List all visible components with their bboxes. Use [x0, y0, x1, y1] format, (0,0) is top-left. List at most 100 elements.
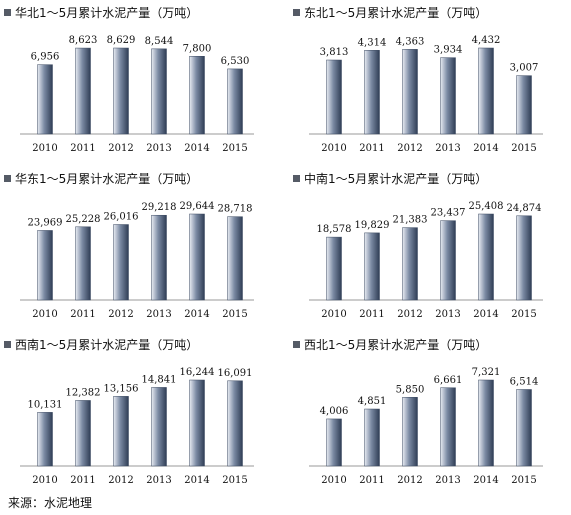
- value-label: 8,544: [145, 36, 174, 47]
- x-tick-label: 2011: [70, 475, 95, 486]
- bar-2011: [75, 226, 91, 301]
- value-label: 6,530: [221, 56, 250, 67]
- value-label: 23,969: [28, 217, 63, 228]
- value-label: 14,841: [142, 374, 177, 385]
- chart-panel-xinan: 西南1～5月累计水泥产量（万吨） 10,131 2010 12,382 2011 13,…: [0, 332, 280, 492]
- bar-2012: [113, 47, 129, 135]
- bar-2010: [37, 412, 53, 467]
- title-bullet-icon: [4, 9, 11, 16]
- bar-2011: [75, 400, 91, 467]
- x-tick-label: 2015: [222, 475, 247, 486]
- x-tick-label: 2012: [108, 309, 133, 320]
- value-label: 16,091: [218, 368, 253, 379]
- x-tick-label: 2010: [32, 475, 57, 486]
- bar-2010: [326, 236, 342, 301]
- x-tick-label: 2012: [397, 309, 422, 320]
- value-label: 19,829: [355, 220, 390, 231]
- x-tick-label: 2011: [70, 309, 95, 320]
- x-tick-label: 2013: [435, 475, 460, 486]
- bar-chart-xibei: 4,006 2010 4,851 2011 5,850 2012 6,661 2013 7,32…: [309, 367, 543, 486]
- x-tick-label: 2013: [146, 143, 171, 154]
- value-label: 6,514: [510, 376, 539, 387]
- value-label: 4,851: [358, 396, 387, 407]
- x-tick-label: 2012: [397, 475, 422, 486]
- value-label: 28,718: [218, 204, 253, 215]
- value-label: 7,800: [183, 43, 212, 54]
- value-label: 12,382: [66, 387, 101, 398]
- x-tick-label: 2014: [184, 143, 209, 154]
- bar-2010: [326, 59, 342, 135]
- bar-2014: [478, 47, 494, 135]
- value-label: 6,661: [434, 375, 463, 386]
- value-label: 5,850: [396, 384, 425, 395]
- bar-2013: [440, 57, 456, 135]
- bar-2014: [478, 213, 494, 301]
- value-label: 8,629: [107, 35, 136, 46]
- bar-2010: [37, 230, 53, 301]
- value-label: 6,956: [31, 52, 60, 63]
- x-tick-label: 2014: [473, 309, 498, 320]
- bar-2015: [516, 389, 532, 467]
- x-tick-label: 2012: [397, 143, 422, 154]
- bar-2014: [189, 379, 205, 467]
- bar-2013: [440, 220, 456, 301]
- x-tick-label: 2010: [32, 309, 57, 320]
- x-tick-label: 2013: [435, 143, 460, 154]
- title-bullet-icon: [4, 341, 11, 348]
- bar-2012: [113, 224, 129, 301]
- value-label: 29,218: [142, 202, 177, 213]
- x-tick-label: 2015: [511, 143, 536, 154]
- value-label: 3,813: [320, 47, 349, 58]
- bar-2013: [151, 387, 167, 467]
- value-label: 3,934: [434, 45, 463, 56]
- x-tick-label: 2012: [108, 143, 133, 154]
- chart-title-xibei: 西北1～5月累计水泥产量（万吨）: [293, 336, 487, 353]
- bar-2012: [113, 396, 129, 467]
- bar-2012: [402, 227, 418, 301]
- bar-2014: [189, 56, 205, 135]
- value-label: 4,432: [472, 35, 501, 46]
- bar-2011: [364, 50, 380, 135]
- bar-chart-huadong: 23,969 2010 25,228 2011 26,016 2012 29,218 2013…: [20, 201, 254, 320]
- bar-2012: [402, 397, 418, 467]
- value-label: 4,314: [358, 37, 387, 48]
- bar-2010: [326, 418, 342, 467]
- chart-title-dongbei: 东北1～5月累计水泥产量（万吨）: [293, 4, 487, 21]
- value-label: 10,131: [28, 399, 63, 410]
- x-tick-label: 2010: [321, 143, 346, 154]
- chart-title-huabei: 华北1～5月累计水泥产量（万吨）: [4, 4, 198, 21]
- value-label: 21,383: [393, 215, 428, 226]
- x-tick-label: 2013: [146, 475, 171, 486]
- x-tick-label: 2010: [32, 143, 57, 154]
- bar-2015: [516, 215, 532, 301]
- x-tick-label: 2015: [222, 143, 247, 154]
- x-tick-label: 2011: [359, 475, 384, 486]
- value-label: 24,874: [507, 203, 542, 214]
- title-bullet-icon: [293, 175, 300, 182]
- x-tick-label: 2010: [321, 309, 346, 320]
- x-tick-label: 2012: [108, 475, 133, 486]
- chart-title-xinan: 西南1～5月累计水泥产量（万吨）: [4, 336, 198, 353]
- source-note: 来源：水泥地理: [8, 496, 93, 510]
- x-tick-label: 2011: [359, 143, 384, 154]
- value-label: 13,156: [104, 383, 139, 394]
- title-bullet-icon: [4, 175, 11, 182]
- x-tick-label: 2014: [184, 309, 209, 320]
- bar-2015: [227, 216, 243, 301]
- bar-2014: [478, 379, 494, 467]
- x-tick-label: 2011: [359, 309, 384, 320]
- value-label: 16,244: [180, 367, 215, 378]
- bar-2011: [364, 408, 380, 467]
- x-tick-label: 2013: [146, 309, 171, 320]
- bar-2015: [227, 68, 243, 135]
- value-label: 3,007: [510, 63, 539, 74]
- chart-panel-zhongnan: 中南1～5月累计水泥产量（万吨） 18,578 2010 19,829 2011 21,…: [289, 166, 569, 326]
- x-tick-label: 2014: [473, 143, 498, 154]
- value-label: 25,228: [66, 214, 101, 225]
- value-label: 18,578: [317, 224, 352, 235]
- bar-2012: [402, 49, 418, 135]
- value-label: 26,016: [104, 212, 139, 223]
- bar-2013: [151, 214, 167, 301]
- title-bullet-icon: [293, 9, 300, 16]
- x-tick-label: 2013: [435, 309, 460, 320]
